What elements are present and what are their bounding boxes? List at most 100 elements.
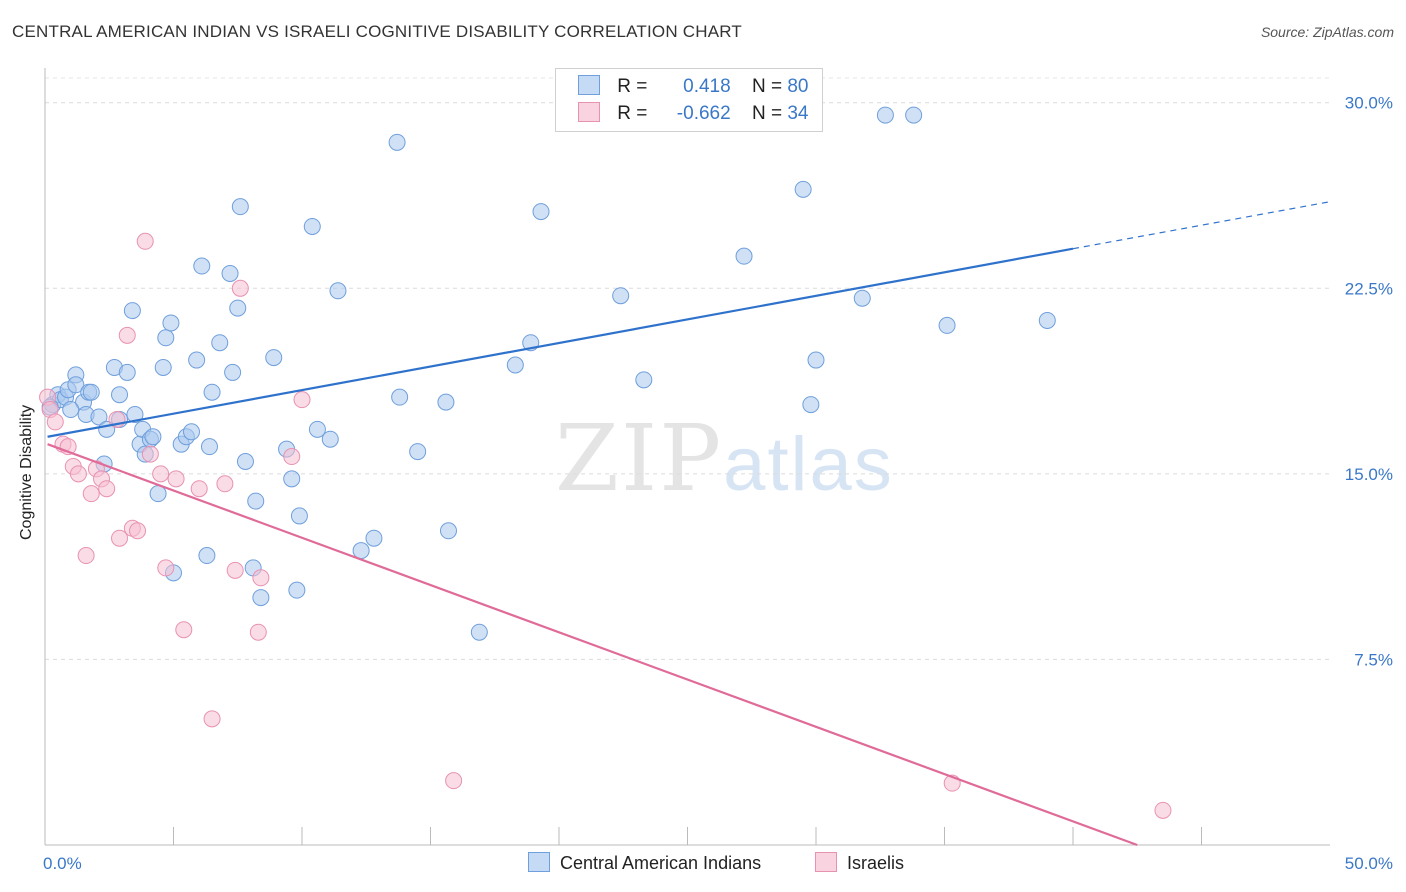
bottom-legend-swatch-blue (528, 852, 550, 872)
data-point-central-american-indians (388, 133, 406, 151)
data-point-central-american-indians (283, 470, 301, 488)
data-point-central-american-indians (308, 420, 326, 438)
data-point-israelis (445, 772, 463, 790)
x-tick-label: 0.0% (43, 854, 82, 873)
trend-lines (47, 201, 1331, 847)
bottom-legend-label-blue: Central American Indians (560, 853, 762, 873)
data-point-israelis (141, 445, 159, 463)
chart-title: CENTRAL AMERICAN INDIAN VS ISRAELI COGNI… (12, 22, 743, 41)
y-tick-label: 30.0% (1345, 94, 1393, 113)
data-point-central-american-indians (290, 507, 308, 525)
legend-row-israelis: R = -0.662 N = 34 (578, 102, 808, 125)
data-point-israelis (77, 547, 95, 565)
data-point-central-american-indians (247, 492, 265, 510)
data-point-central-american-indians (439, 522, 457, 540)
series-central-american-indians (41, 106, 1056, 641)
data-point-central-american-indians (288, 581, 306, 599)
data-point-central-american-indians (470, 623, 488, 641)
data-point-central-american-indians (938, 316, 956, 334)
data-point-central-american-indians (200, 438, 218, 456)
data-point-israelis (175, 621, 193, 639)
data-point-central-american-indians (905, 106, 923, 124)
data-point-central-american-indians (126, 405, 144, 423)
data-point-central-american-indians (1038, 311, 1056, 329)
data-point-israelis (252, 569, 270, 587)
data-point-central-american-indians (211, 334, 229, 352)
data-point-central-american-indians (118, 363, 136, 381)
data-point-central-american-indians (229, 299, 247, 317)
data-point-israelis (293, 391, 311, 409)
data-point-central-american-indians (635, 371, 653, 389)
data-point-central-american-indians (853, 289, 871, 307)
y-tick-label: 15.0% (1345, 465, 1393, 484)
data-point-central-american-indians (162, 314, 180, 332)
data-point-central-american-indians (409, 443, 427, 461)
x-tick-label: 50.0% (1345, 854, 1393, 873)
data-point-central-american-indians (111, 386, 129, 404)
data-point-israelis (226, 561, 244, 579)
data-point-central-american-indians (807, 351, 825, 369)
bottom-legend-central-american-indians: Central American Indians (528, 852, 761, 874)
data-point-israelis (283, 448, 301, 466)
data-point-central-american-indians (252, 589, 270, 607)
data-point-israelis (136, 232, 154, 250)
data-point-israelis (167, 470, 185, 488)
y-tick-label: 7.5% (1354, 650, 1393, 669)
data-point-central-american-indians (352, 542, 370, 560)
data-point-central-american-indians (321, 430, 339, 448)
data-point-israelis (231, 279, 249, 297)
data-point-israelis (46, 413, 64, 431)
legend-row-central-american-indians: R = 0.418 N = 80 (578, 75, 808, 98)
data-point-central-american-indians (188, 351, 206, 369)
data-point-central-american-indians (224, 363, 242, 381)
data-point-central-american-indians (303, 217, 321, 235)
data-point-central-american-indians (182, 423, 200, 441)
correlation-legend: R = 0.418 N = 80 R = -0.662 N = 34 (555, 68, 823, 132)
data-point-central-american-indians (612, 287, 630, 305)
data-point-central-american-indians (90, 408, 108, 426)
legend-n-value-blue: 80 (787, 76, 809, 97)
data-point-central-american-indians (265, 349, 283, 367)
data-point-central-american-indians (67, 376, 85, 394)
data-point-israelis (98, 480, 116, 498)
data-point-central-american-indians (221, 264, 239, 282)
legend-n-label: N = (751, 76, 783, 97)
data-point-israelis (152, 465, 170, 483)
data-point-central-american-indians (144, 428, 162, 446)
bottom-legend-swatch-pink (815, 852, 837, 872)
axes (44, 68, 1330, 846)
data-point-central-american-indians (532, 203, 550, 221)
data-point-israelis (249, 623, 267, 641)
y-tick-label: 22.5% (1345, 279, 1393, 298)
legend-r-label: R = (617, 76, 648, 97)
trend-line-extension-central-american-indians (1072, 201, 1331, 250)
data-point-israelis (129, 522, 147, 540)
watermark-atlas: atlas (723, 422, 894, 507)
data-point-central-american-indians (82, 383, 100, 401)
data-point-israelis (111, 529, 129, 547)
data-point-central-american-indians (735, 247, 753, 265)
data-point-central-american-indians (62, 401, 80, 419)
data-point-central-american-indians (365, 529, 383, 547)
data-point-central-american-indians (203, 383, 221, 401)
data-point-central-american-indians (157, 329, 175, 347)
data-point-central-american-indians (236, 453, 254, 470)
data-point-central-american-indians (231, 198, 249, 216)
legend-r-value-blue: 0.418 (683, 76, 731, 97)
trend-line-israelis (47, 443, 1138, 847)
data-point-central-american-indians (198, 547, 216, 565)
data-point-israelis (1154, 801, 1172, 819)
source-label: Source: ZipAtlas.com (1260, 24, 1394, 40)
data-point-central-american-indians (154, 358, 172, 376)
trend-line-central-american-indians (47, 247, 1074, 438)
legend-swatch-pink (578, 102, 600, 122)
data-point-israelis (69, 465, 87, 483)
data-point-central-american-indians (437, 393, 455, 411)
legend-r-label: R = (617, 103, 648, 124)
data-point-israelis (190, 480, 208, 498)
watermark-zip: ZIP (555, 405, 724, 512)
data-point-central-american-indians (391, 388, 409, 406)
series-israelis (39, 232, 1172, 819)
legend-r-value-pink: -0.662 (676, 103, 731, 124)
